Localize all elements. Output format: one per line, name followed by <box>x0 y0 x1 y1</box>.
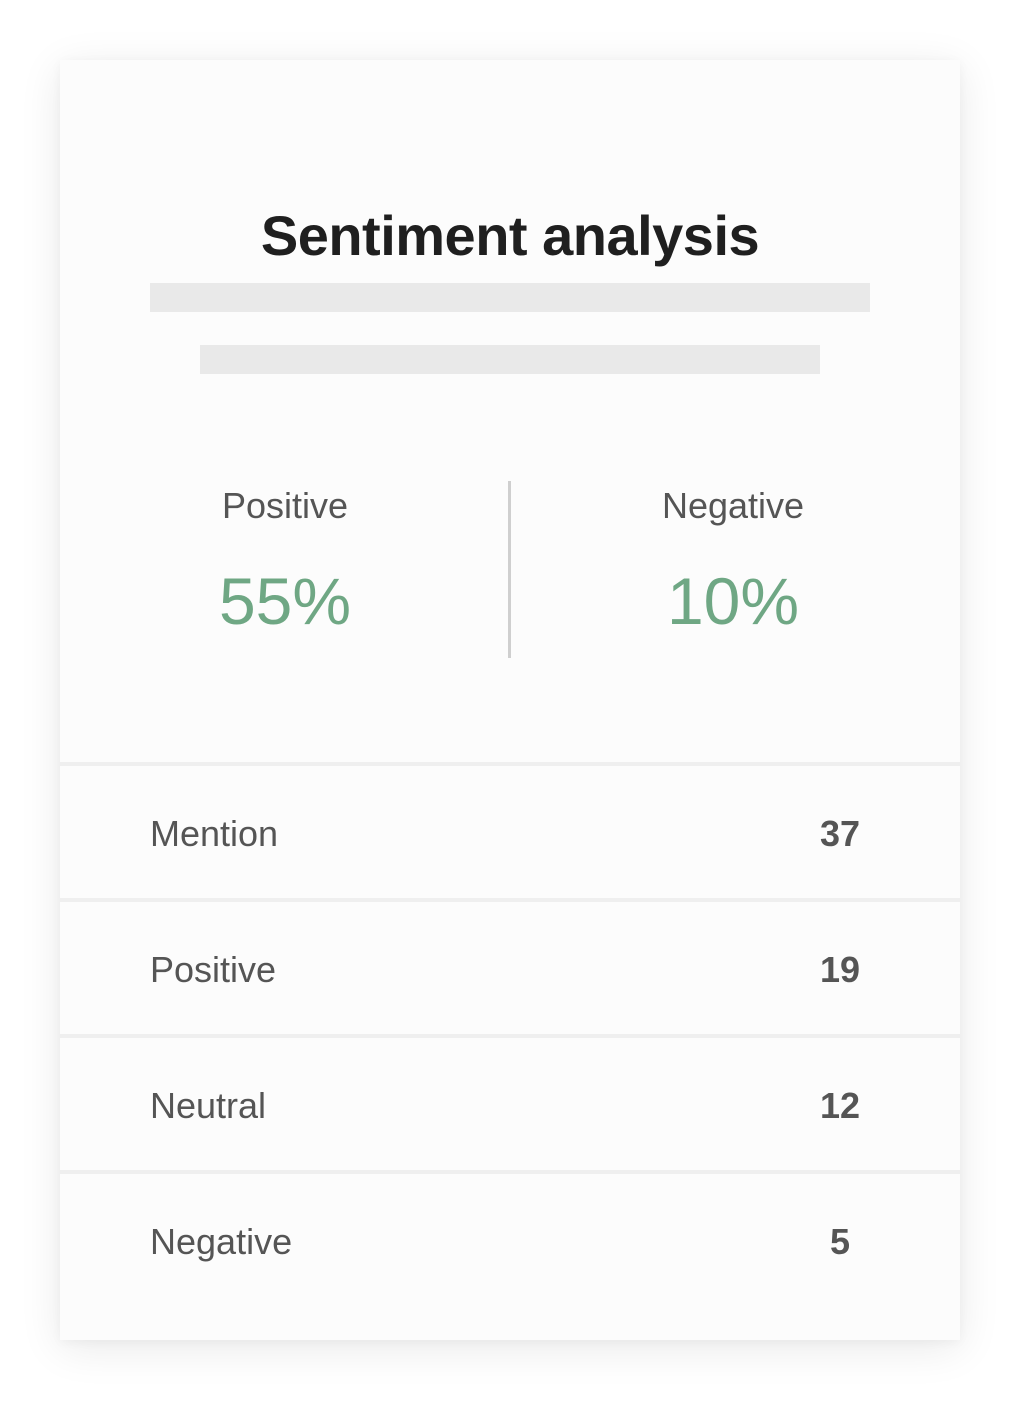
breakdown-row-positive: Positive 19 <box>60 898 960 1030</box>
row-label: Neutral <box>150 1085 267 1126</box>
negative-summary-label: Negative <box>661 485 805 526</box>
row-label: Positive <box>150 949 277 990</box>
sentiment-card: Sentiment analysis Positive 55% Negative… <box>60 60 960 1340</box>
card-title: Sentiment analysis <box>260 204 760 267</box>
row-value: 37 <box>819 813 861 854</box>
row-value: 19 <box>819 949 861 990</box>
breakdown-row-neutral: Neutral 12 <box>60 1034 960 1166</box>
row-value: 5 <box>829 1221 851 1262</box>
summary-divider <box>508 481 511 658</box>
breakdown-row-mention: Mention 37 <box>60 762 960 894</box>
row-label: Negative <box>150 1221 293 1262</box>
row-value: 12 <box>819 1085 861 1126</box>
breakdown-row-negative: Negative 5 <box>60 1170 960 1302</box>
negative-summary-value: 10% <box>666 564 800 638</box>
row-label: Mention <box>150 813 279 854</box>
text-placeholder-line <box>200 345 820 374</box>
positive-summary-label: Positive <box>221 485 349 526</box>
positive-summary-value: 55% <box>218 564 352 638</box>
text-placeholder-line <box>150 283 870 312</box>
